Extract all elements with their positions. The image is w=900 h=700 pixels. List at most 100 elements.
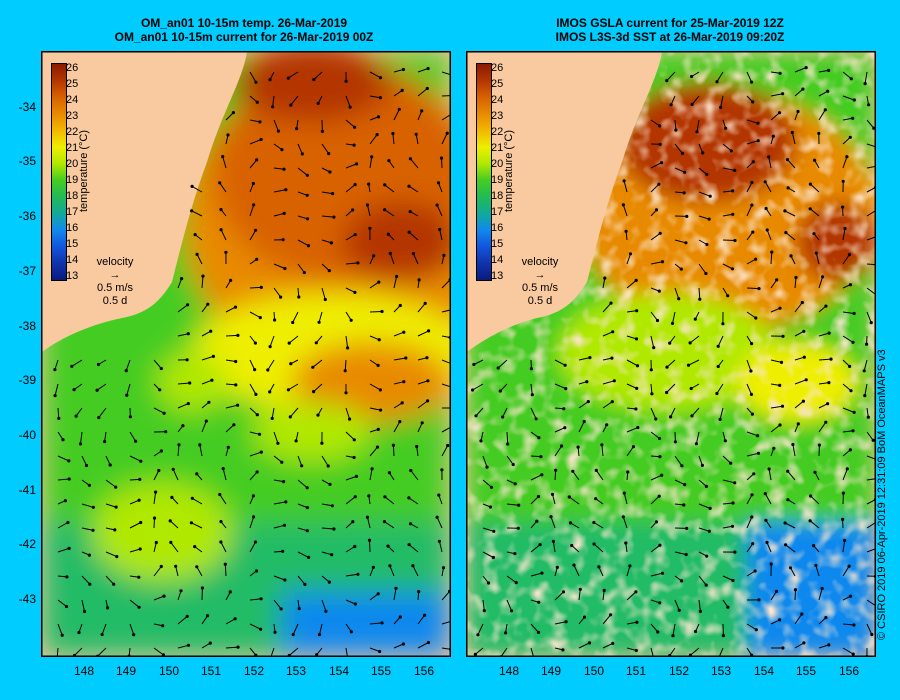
current-arrow bbox=[318, 311, 323, 323]
current-arrow bbox=[770, 359, 782, 363]
current-arrowhead bbox=[415, 444, 419, 449]
current-arrow bbox=[593, 543, 604, 553]
current-arrow bbox=[249, 311, 261, 319]
velocity-label: velocity bbox=[521, 256, 559, 268]
current-arrowhead bbox=[53, 394, 57, 398]
current-arrowhead bbox=[253, 540, 258, 544]
current-arrowhead bbox=[610, 356, 614, 360]
current-arrow bbox=[794, 302, 803, 313]
colorbar-tick: 14 bbox=[66, 254, 79, 266]
current-arrowhead bbox=[848, 283, 852, 287]
current-arrowhead bbox=[255, 413, 259, 417]
current-arrow bbox=[345, 431, 355, 441]
current-arrowhead bbox=[685, 214, 689, 218]
current-arrow bbox=[530, 647, 534, 656]
colorbar-tick: 21 bbox=[66, 142, 79, 154]
current-arrow bbox=[650, 572, 663, 577]
current-arrow bbox=[570, 522, 580, 529]
current-arrowhead bbox=[367, 182, 371, 186]
current-arrowhead bbox=[200, 586, 204, 590]
current-arrowhead bbox=[124, 369, 128, 373]
current-arrow bbox=[273, 575, 286, 581]
current-arrow bbox=[441, 132, 448, 145]
current-arrowhead bbox=[154, 540, 158, 545]
current-arrowhead bbox=[750, 180, 754, 185]
current-arrowhead bbox=[684, 241, 688, 245]
current-arrow bbox=[698, 215, 710, 220]
current-arrowhead bbox=[233, 617, 237, 621]
current-arrow bbox=[177, 278, 183, 289]
current-arrow bbox=[550, 516, 556, 529]
current-arrowhead bbox=[206, 302, 210, 306]
current-arrow bbox=[125, 359, 131, 371]
current-arrowhead bbox=[287, 653, 291, 656]
current-arrowhead bbox=[778, 618, 782, 622]
current-arrowhead bbox=[605, 423, 609, 427]
current-arrowhead bbox=[688, 653, 693, 656]
current-arrow bbox=[482, 479, 492, 488]
current-arrowhead bbox=[190, 209, 194, 213]
current-arrowhead bbox=[582, 419, 586, 424]
current-arrowhead bbox=[179, 589, 183, 593]
current-arrow bbox=[412, 565, 419, 577]
current-arrow bbox=[674, 479, 685, 486]
current-arrow bbox=[321, 191, 333, 195]
current-arrow bbox=[674, 143, 683, 154]
current-arrowhead bbox=[802, 355, 806, 359]
current-arrowhead bbox=[592, 520, 596, 525]
current-arrow bbox=[441, 591, 450, 601]
current-arrow bbox=[722, 502, 734, 505]
current-arrow bbox=[408, 231, 419, 241]
velocity-time: 0.5 d bbox=[527, 295, 553, 307]
colorbar-tick: 23 bbox=[66, 110, 79, 122]
current-arrowhead bbox=[588, 356, 592, 360]
current-arrow bbox=[105, 575, 115, 585]
current-arrowhead bbox=[407, 543, 411, 547]
current-arrow bbox=[297, 239, 309, 247]
current-arrow bbox=[554, 470, 557, 481]
left-panel-title: OM_an01 10-15m temp. 26-Mar-2019 OM_an01… bbox=[40, 16, 448, 44]
current-arrow bbox=[746, 182, 753, 193]
current-arrow bbox=[105, 503, 117, 508]
current-arrowhead bbox=[181, 424, 185, 428]
current-arrowhead bbox=[268, 78, 272, 82]
current-arrow bbox=[273, 119, 279, 132]
model-temperature-map[interactable]: 26 25 24 23 22 21 20 19 18 17 16 15 14 1… bbox=[41, 51, 451, 657]
current-arrow bbox=[288, 335, 299, 344]
current-arrow bbox=[441, 359, 450, 364]
current-arrowhead bbox=[351, 520, 355, 524]
current-arrowhead bbox=[705, 242, 709, 247]
current-arrowhead bbox=[794, 275, 798, 280]
current-arrow bbox=[271, 407, 275, 419]
current-arrow bbox=[818, 403, 828, 409]
current-arrow bbox=[225, 618, 236, 625]
current-arrow bbox=[345, 546, 356, 553]
current-arrowhead bbox=[137, 575, 141, 579]
current-arrow bbox=[622, 516, 628, 529]
current-arrowhead bbox=[635, 364, 640, 368]
current-arrow bbox=[866, 623, 873, 635]
longitude-label: 150 bbox=[583, 664, 605, 678]
current-arrowhead bbox=[378, 96, 382, 100]
current-arrowhead bbox=[206, 614, 210, 618]
current-arrowhead bbox=[162, 594, 166, 598]
current-arrow bbox=[297, 455, 303, 466]
current-arrow bbox=[369, 134, 378, 145]
current-arrowhead bbox=[57, 416, 61, 420]
current-arrowhead bbox=[511, 462, 515, 467]
current-arrow bbox=[369, 281, 380, 289]
current-arrow bbox=[369, 311, 383, 313]
current-arrow bbox=[626, 383, 637, 389]
satellite-sst-map[interactable]: 26 25 24 23 22 21 20 19 18 17 16 15 14 1… bbox=[466, 51, 876, 657]
current-arrowhead bbox=[398, 303, 402, 308]
current-arrowhead bbox=[707, 529, 711, 533]
current-arrow bbox=[650, 431, 660, 439]
current-arrowhead bbox=[474, 414, 478, 418]
latitude-label: -36 bbox=[18, 209, 36, 223]
current-arrow bbox=[105, 551, 117, 558]
colorbar-tick: 13 bbox=[491, 270, 504, 282]
current-arrowhead bbox=[134, 439, 138, 443]
current-arrowhead bbox=[72, 653, 77, 656]
current-arrowhead bbox=[387, 159, 391, 163]
current-arrowhead bbox=[594, 468, 598, 472]
